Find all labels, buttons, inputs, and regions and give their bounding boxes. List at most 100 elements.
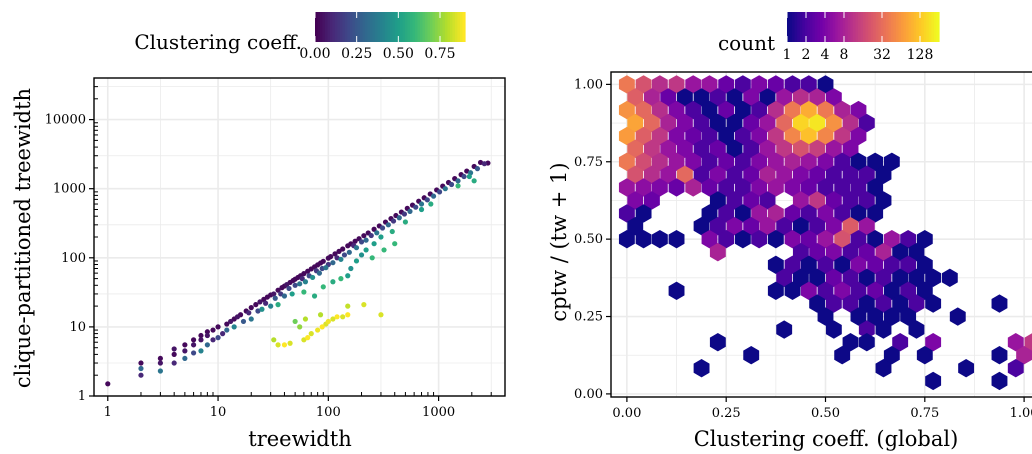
data-point: [204, 342, 210, 348]
data-point: [275, 342, 281, 348]
hex-cell: [767, 229, 784, 249]
data-point: [348, 265, 354, 272]
colorbar-segment: [342, 12, 346, 42]
hex-cell: [850, 229, 867, 249]
hex-cell: [842, 216, 859, 236]
data-point: [330, 316, 336, 322]
hex-cell: [734, 100, 751, 120]
colorbar-segment: [405, 12, 409, 42]
colorbar-segment: [367, 12, 371, 42]
colorbar-segment: [402, 12, 406, 42]
colorbar-segment: [407, 12, 411, 42]
hex-cell: [660, 113, 677, 133]
data-point: [358, 239, 365, 245]
colorbar-tick-label: 0.50: [383, 46, 414, 62]
hex-cell: [651, 178, 668, 197]
data-point: [228, 318, 234, 325]
left-y-tick-label: 10000: [45, 113, 86, 128]
hex-cell: [800, 126, 817, 146]
hex-cell: [900, 255, 917, 275]
hex-cell: [842, 242, 859, 262]
colorbar-segment: [883, 12, 887, 42]
colorbar-segment: [898, 12, 902, 42]
hex-cell: [643, 139, 660, 158]
colorbar-segment: [787, 12, 791, 42]
data-point: [286, 285, 292, 292]
data-point: [338, 276, 344, 282]
data-point: [272, 295, 278, 301]
hex-cell: [676, 139, 693, 158]
colorbar-segment: [432, 12, 436, 42]
hex-cell: [916, 281, 933, 301]
hex-cell: [792, 139, 809, 158]
hex-cell: [842, 139, 859, 158]
colorbar-segment: [437, 12, 441, 42]
hex-cell: [784, 281, 801, 301]
colorbar-tick-label: 8: [840, 47, 849, 63]
hex-cell: [809, 294, 826, 313]
hex-cell: [759, 113, 776, 133]
colorbar-segment: [855, 12, 859, 42]
data-point: [301, 271, 307, 277]
hex-cell: [701, 229, 718, 249]
colorbar-segment: [847, 12, 851, 42]
colorbar-segment: [442, 12, 446, 42]
hex-cell: [709, 113, 726, 133]
hex-cell: [925, 371, 942, 391]
colorbar-segment: [397, 12, 401, 42]
data-point: [224, 327, 230, 333]
hex-cell: [618, 126, 635, 146]
hex-cell: [800, 204, 817, 223]
data-point: [171, 360, 177, 366]
data-point: [385, 222, 391, 228]
hex-cell: [817, 281, 834, 301]
data-point: [340, 314, 346, 320]
hex-cell: [817, 100, 834, 120]
colorbar-segment: [916, 12, 920, 42]
data-point: [210, 337, 216, 343]
hex-cell: [709, 333, 726, 352]
colorbar-segment: [415, 12, 419, 42]
hex-cell: [908, 294, 925, 313]
right-x-axis-title: Clustering coeff. (global): [694, 427, 959, 451]
data-point: [190, 350, 197, 356]
hex-cell: [627, 216, 644, 236]
colorbar-segment: [340, 12, 344, 42]
colorbar-segment: [450, 12, 454, 42]
colorbar-segment: [797, 12, 801, 42]
data-point: [248, 305, 254, 311]
hex-cell: [1007, 333, 1024, 352]
hex-cell: [817, 229, 834, 249]
hex-cell: [784, 255, 801, 275]
hex-cell: [743, 139, 760, 158]
hex-cell: [817, 126, 834, 146]
data-point: [157, 368, 163, 374]
data-point: [259, 306, 265, 312]
hex-cell: [734, 204, 751, 223]
hex-cell: [776, 320, 793, 339]
hex-cell: [627, 165, 644, 184]
colorbar-segment: [412, 12, 416, 42]
data-point: [257, 299, 263, 305]
hex-cell: [834, 100, 851, 120]
data-point: [281, 293, 288, 299]
hex-cell: [892, 333, 909, 352]
colorbar-tick-label: 0.75: [424, 46, 455, 62]
colorbar-segment: [417, 12, 421, 42]
data-point: [320, 284, 326, 290]
hex-cell: [834, 229, 851, 249]
colorbar-segment: [360, 12, 364, 42]
data-point: [271, 337, 277, 343]
data-point: [334, 314, 340, 320]
data-point: [471, 178, 477, 184]
data-point: [215, 335, 221, 341]
right-colorbar-ticks: 1 2 4 8 32 128: [783, 12, 933, 63]
colorbar-segment: [430, 12, 434, 42]
hex-cell: [1024, 333, 1032, 352]
hex-cell: [825, 320, 842, 339]
hex-cell: [767, 126, 784, 146]
hex-cell: [842, 268, 859, 288]
right-y-tick-label: 0.25: [574, 310, 603, 325]
left-legend: Clustering coeff. 0.00 0.25 0.50 0.75: [134, 12, 466, 62]
colorbar-tick-label: 0.25: [341, 46, 372, 62]
